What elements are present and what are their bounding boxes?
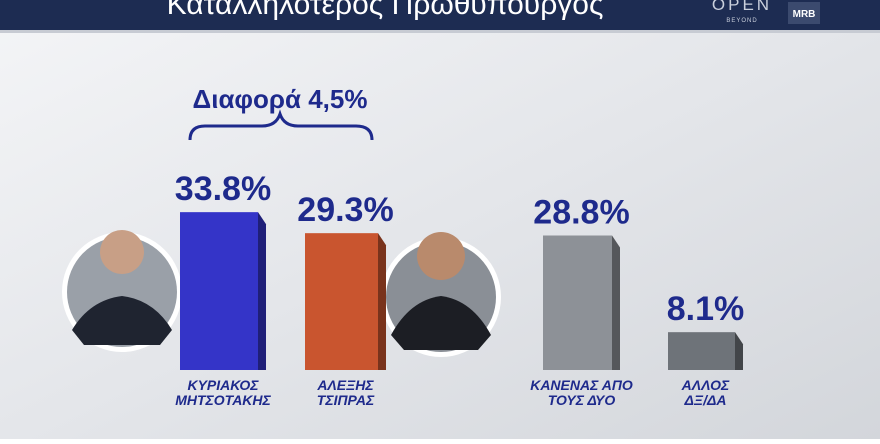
bar: [543, 235, 612, 370]
category-label: ΔΞ/ΔΑ: [684, 392, 727, 408]
portrait-2: [381, 232, 501, 357]
value-label: 8.1%: [667, 290, 745, 328]
bar-side: [258, 212, 266, 370]
category-label: ΚΑΝΕΝΑΣ ΑΠΟ: [530, 377, 633, 393]
title-rule: [0, 30, 880, 33]
category-label: ΚΥΡΙΑΚΟΣ: [187, 377, 259, 393]
logo-partner-box: [788, 2, 820, 24]
category-label: ΜΗΤΣΟΤΑΚΗΣ: [175, 392, 271, 408]
logo-partner: MRB: [793, 9, 816, 20]
bar: [668, 332, 735, 370]
portrait-1: [62, 230, 182, 352]
logo-sub: BEYOND: [726, 18, 757, 24]
value-label: 28.8%: [533, 194, 629, 232]
brace: [188, 109, 374, 141]
category-label: ΤΟΥΣ ΔΥΟ: [548, 392, 616, 408]
portrait-face: [417, 232, 465, 280]
portrait-suit: [72, 296, 172, 345]
title: Καταλληλοτερος Πρωθυπουργος: [167, 0, 604, 21]
bar: [305, 233, 378, 370]
category-label: ΑΛΕΞΗΣ: [316, 377, 374, 393]
category-label: ΤΣΙΠΡΑΣ: [317, 392, 375, 408]
bar-side: [612, 235, 620, 370]
title-bar: [0, 0, 880, 30]
bar-side: [378, 233, 386, 370]
bar: [180, 212, 258, 370]
logo-main: OPEN: [712, 0, 772, 14]
bar-side: [735, 332, 743, 370]
category-label: ΑΛΛΟΣ: [681, 377, 730, 393]
value-label: 33.8%: [175, 170, 271, 208]
portrait-suit: [391, 296, 491, 350]
annotation: Διαφορά 4,5%: [193, 84, 368, 114]
value-label: 29.3%: [297, 191, 393, 229]
portrait-face: [100, 230, 144, 274]
